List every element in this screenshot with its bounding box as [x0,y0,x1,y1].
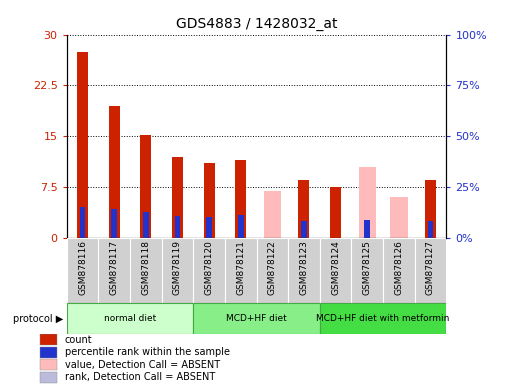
Bar [225,238,256,303]
Text: MCD+HF diet: MCD+HF diet [226,314,287,323]
Bar [193,303,320,334]
Bar [390,223,407,238]
Bar [425,180,436,238]
Text: percentile rank within the sample: percentile rank within the sample [65,347,229,357]
Text: value, Detection Call = ABSENT: value, Detection Call = ABSENT [65,360,220,370]
Bar [172,157,183,238]
Bar [288,238,320,303]
Bar [77,51,88,238]
Text: count: count [65,335,92,345]
Bar [80,207,85,238]
Text: GSM878119: GSM878119 [173,240,182,295]
Bar [264,222,281,238]
Bar [299,180,309,238]
Bar [140,135,151,238]
Bar [359,167,376,238]
Bar [162,238,193,303]
Bar [109,106,120,238]
Text: protocol ▶: protocol ▶ [13,314,63,324]
Bar [238,215,244,238]
Text: rank, Detection Call = ABSENT: rank, Detection Call = ABSENT [65,372,215,382]
Text: GSM878127: GSM878127 [426,240,435,295]
Text: GSM878120: GSM878120 [205,240,213,295]
Text: GSM878116: GSM878116 [78,240,87,295]
Bar [415,238,446,303]
Bar [428,221,433,238]
Bar [111,209,117,238]
Text: GSM878117: GSM878117 [110,240,119,295]
Text: GSM878123: GSM878123 [300,240,308,295]
Bar [330,187,341,238]
Bar [320,238,351,303]
Bar [41,334,57,345]
Bar [193,238,225,303]
Bar [264,190,281,238]
Bar [390,197,407,238]
Bar [351,238,383,303]
Bar [256,238,288,303]
Text: GSM878121: GSM878121 [236,240,245,295]
Text: GSM878126: GSM878126 [394,240,403,295]
Bar [301,221,307,238]
Bar [383,238,415,303]
Bar [359,214,376,238]
Bar [41,359,57,370]
Bar [235,160,246,238]
Text: GSM878125: GSM878125 [363,240,372,295]
Bar [320,303,446,334]
Bar [174,216,180,238]
Bar [67,303,193,334]
Text: GSM878124: GSM878124 [331,240,340,295]
Bar [206,217,212,238]
Bar [98,238,130,303]
Text: MCD+HF diet with metformin: MCD+HF diet with metformin [317,314,450,323]
Title: GDS4883 / 1428032_at: GDS4883 / 1428032_at [176,17,337,31]
Bar [364,220,370,238]
Bar [41,372,57,382]
Bar [130,238,162,303]
Text: normal diet: normal diet [104,314,156,323]
Bar [67,238,98,303]
Bar [41,347,57,358]
Text: GSM878118: GSM878118 [141,240,150,295]
Bar [143,212,149,238]
Bar [204,164,214,238]
Text: GSM878122: GSM878122 [268,240,277,295]
